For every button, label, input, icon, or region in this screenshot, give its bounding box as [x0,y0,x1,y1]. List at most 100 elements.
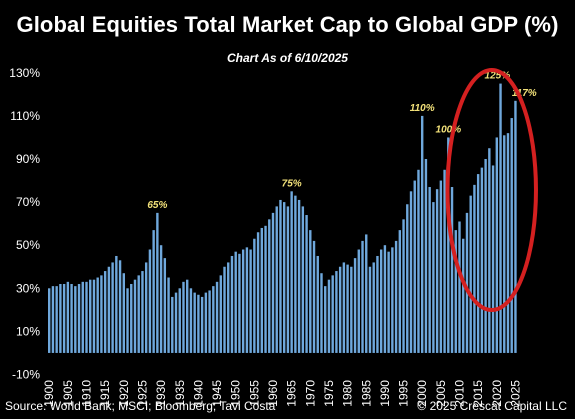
x-tick-label: 1980 [341,380,355,407]
bar [159,245,163,353]
bar [346,264,349,353]
bar [506,133,510,353]
x-tick-label: 1910 [80,380,94,407]
x-tick-label: 2005 [434,380,448,407]
bar [193,292,196,353]
copyright-note: © 2025 Crescat Capital LLC [417,399,567,413]
bar [271,212,275,353]
bar [227,262,230,353]
bar [74,286,77,353]
bar [141,271,144,353]
bar [499,83,502,353]
bar [503,135,506,353]
bar [111,262,114,353]
bar [305,215,308,353]
bar [394,240,398,353]
bar [115,255,118,353]
x-tick-label: 1995 [397,380,411,407]
y-tick-label: 30% [16,281,40,295]
x-tick-label: 1920 [117,380,131,407]
bar [282,202,286,353]
bar [514,100,517,353]
bar [450,187,454,353]
bar [167,277,170,353]
bar [182,281,185,353]
bar [458,221,461,353]
bar [417,169,420,353]
chart-title: Global Equities Total Market Cap to Glob… [16,12,559,37]
bar [447,137,450,353]
bar [234,251,237,353]
bar [241,249,245,353]
bar [186,279,189,353]
bar [294,195,297,353]
bar [353,258,357,353]
bar [148,249,152,353]
highlight-ellipse [445,68,538,312]
bar [253,238,256,353]
x-tick-label: 1950 [229,380,243,407]
source-note: Source: World Bank; MSCI; Bloomberg; Tav… [5,399,276,413]
bar [413,180,416,353]
bar [275,206,278,353]
bar [189,288,193,353]
peak-annotation: 100% [436,124,462,135]
bar [200,296,204,353]
bar [197,294,200,353]
bar [379,249,383,353]
bar [204,292,208,353]
bar [208,290,211,353]
bar [476,174,480,353]
bar [118,260,122,353]
bar [103,271,107,353]
x-tick-label: 1930 [154,380,168,407]
bar [495,137,498,353]
bar [290,191,293,353]
bar [77,283,81,353]
bar [350,266,353,353]
bar [279,199,282,353]
x-tick-label: 2010 [453,380,467,407]
x-tick-label: 1925 [135,380,149,407]
bar [215,281,219,353]
bar [372,262,375,353]
peak-annotation: 75% [282,178,302,189]
x-tick-label: 2020 [490,380,504,407]
bar [144,262,148,353]
bar [428,187,431,353]
peak-annotation: 125% [485,71,511,82]
x-tick-label: 2025 [508,380,522,407]
bar [297,199,301,353]
y-tick-label: -10% [12,368,40,382]
x-tick-label: 1985 [359,380,373,407]
bar [309,230,312,353]
bar [96,277,99,353]
bar [424,159,428,353]
bar [391,247,394,353]
y-tick-label: 130% [9,66,40,80]
y-tick-label: 10% [16,324,40,338]
bar [335,271,338,353]
bar [137,275,140,353]
bar [174,292,178,353]
bar [376,255,379,353]
bar [245,247,249,353]
x-tick-label: 1975 [322,380,336,407]
bar [510,118,513,353]
y-tick-label: 50% [16,238,40,252]
bar [432,202,435,353]
bar [85,281,88,353]
x-tick-label: 1905 [61,380,75,407]
bar [480,167,484,353]
bar [491,165,495,353]
bar [439,180,443,353]
bar [473,184,476,353]
bar [100,275,103,353]
chart-subtitle: Chart As of 6/10/2025 [227,51,348,65]
bar [66,281,70,353]
bar [163,258,167,353]
bar [130,283,133,353]
bar [249,249,252,353]
y-tick-label: 110% [10,109,40,123]
x-tick-label: 1935 [173,380,187,407]
